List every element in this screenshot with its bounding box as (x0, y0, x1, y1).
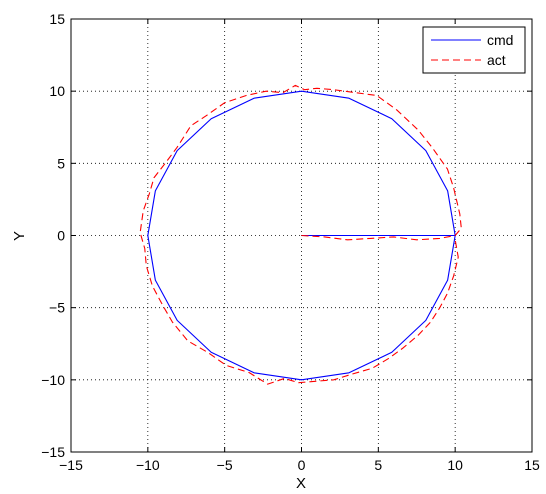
x-tick-label: 5 (374, 457, 382, 473)
legend-label-cmd: cmd (487, 32, 513, 48)
x-tick-label: −15 (59, 457, 83, 473)
x-tick-label: 0 (298, 457, 306, 473)
y-tick-label: 10 (49, 83, 65, 99)
legend-label-act: act (487, 52, 506, 68)
series-cmd-line (147, 90, 456, 381)
x-tick-label: 10 (447, 457, 463, 473)
y-tick-label: −5 (49, 300, 65, 316)
ticks: −15 −10 −5 0 5 10 15 −15 −10 −5 0 5 10 15 (41, 11, 540, 473)
x-tick-label: −10 (136, 457, 160, 473)
x-tick-label: −5 (217, 457, 233, 473)
series-layer (139, 84, 462, 385)
y-tick-label: 5 (57, 155, 65, 171)
y-axis-label: Y (11, 231, 28, 241)
x-axis-label: X (296, 475, 306, 492)
y-tick-label: −15 (41, 444, 65, 460)
legend-box (422, 26, 526, 74)
y-tick-label: −10 (41, 372, 65, 388)
y-tick-label: 0 (57, 228, 65, 244)
legend: cmd act (422, 26, 526, 74)
series-act-line (139, 84, 462, 385)
y-tick-label: 15 (49, 11, 65, 27)
x-tick-label: 15 (524, 457, 540, 473)
